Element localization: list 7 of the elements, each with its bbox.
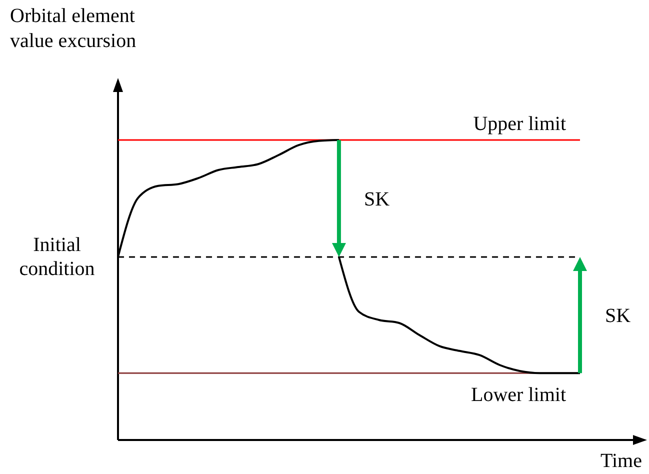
x-axis-title: Time	[600, 450, 642, 472]
annotation: SK	[364, 188, 390, 210]
y-axis-title: Orbital element value excursion	[10, 5, 136, 52]
ref-line-label: Initial condition	[19, 234, 95, 280]
ref-line-label: Upper limit	[473, 113, 566, 135]
text: SK	[605, 305, 632, 328]
ref-line-label: Lower limit	[471, 384, 566, 406]
